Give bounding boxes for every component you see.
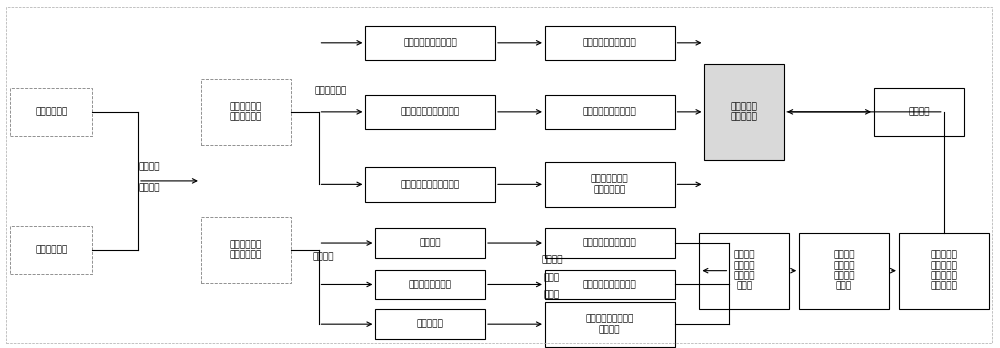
Text: 局部均值: 局部均值 xyxy=(419,238,441,247)
Text: 选取最大特
征值对应的
特征矢量作
为算法权重: 选取最大特 征值对应的 特征矢量作 为算法权重 xyxy=(930,251,957,291)
Text: 特征指: 特征指 xyxy=(544,273,560,282)
FancyBboxPatch shape xyxy=(545,162,675,207)
Text: 非下采样剪切波融合算法: 非下采样剪切波融合算法 xyxy=(401,108,460,116)
Text: 边缘差异特征
轮廓差异特征: 边缘差异特征 轮廓差异特征 xyxy=(230,240,262,260)
FancyBboxPatch shape xyxy=(545,95,675,129)
FancyBboxPatch shape xyxy=(375,309,485,339)
Text: 红外偏振图像: 红外偏振图像 xyxy=(35,108,67,116)
FancyBboxPatch shape xyxy=(375,228,485,258)
FancyBboxPatch shape xyxy=(365,167,495,201)
Text: 计算差异: 计算差异 xyxy=(541,256,563,265)
Text: 局部能量收大融合算法: 局部能量收大融合算法 xyxy=(403,38,457,47)
FancyBboxPatch shape xyxy=(10,226,92,274)
Text: 构建差异
特征指数
测度协方
差矩阵: 构建差异 特征指数 测度协方 差矩阵 xyxy=(734,251,755,291)
Text: 亮度差异特征融合图像: 亮度差异特征融合图像 xyxy=(583,38,637,47)
Text: 细节差异特征指数测度: 细节差异特征指数测度 xyxy=(583,280,637,289)
Text: 局部标准差: 局部标准差 xyxy=(417,320,444,329)
FancyBboxPatch shape xyxy=(704,64,784,160)
Text: 亮度差异特征指数测度: 亮度差异特征指数测度 xyxy=(583,238,637,247)
Text: 红外光强图像: 红外光强图像 xyxy=(35,245,67,254)
FancyBboxPatch shape xyxy=(799,233,889,309)
Text: 局部拉普拉斯能量: 局部拉普拉斯能量 xyxy=(409,280,452,289)
FancyBboxPatch shape xyxy=(699,233,789,309)
FancyBboxPatch shape xyxy=(899,233,989,309)
Text: 幅值表征: 幅值表征 xyxy=(313,252,334,261)
FancyBboxPatch shape xyxy=(10,88,92,136)
Text: 边缘和轮廓差异
特征融合图像: 边缘和轮廓差异 特征融合图像 xyxy=(591,175,629,194)
Text: 多尺度引导滤波融合算法: 多尺度引导滤波融合算法 xyxy=(401,180,460,189)
Text: 细节差异特征融合图像: 细节差异特征融合图像 xyxy=(583,108,637,116)
Text: 选择融合算法: 选择融合算法 xyxy=(314,87,347,96)
Text: 融合图像: 融合图像 xyxy=(908,108,930,116)
Text: 数测度: 数测度 xyxy=(544,290,560,299)
FancyBboxPatch shape xyxy=(545,228,675,258)
Text: 不同融合图
像加权求和: 不同融合图 像加权求和 xyxy=(731,102,758,121)
FancyBboxPatch shape xyxy=(365,95,495,129)
FancyBboxPatch shape xyxy=(365,25,495,60)
FancyBboxPatch shape xyxy=(201,79,291,145)
FancyBboxPatch shape xyxy=(545,302,675,347)
FancyBboxPatch shape xyxy=(201,217,291,283)
Text: 边缘和轮廓指数差异
特征测度: 边缘和轮廓指数差异 特征测度 xyxy=(586,315,634,334)
FancyBboxPatch shape xyxy=(874,88,964,136)
FancyBboxPatch shape xyxy=(545,25,675,60)
FancyBboxPatch shape xyxy=(545,270,675,299)
Text: 特征类型: 特征类型 xyxy=(138,183,160,192)
Text: 亮度差异特征
细节差异特征: 亮度差异特征 细节差异特征 xyxy=(230,102,262,121)
Text: 选择差异: 选择差异 xyxy=(138,163,160,172)
FancyBboxPatch shape xyxy=(375,270,485,299)
Text: 计算协方
差矩阵特
征值和特
征向量: 计算协方 差矩阵特 征值和特 征向量 xyxy=(833,251,855,291)
